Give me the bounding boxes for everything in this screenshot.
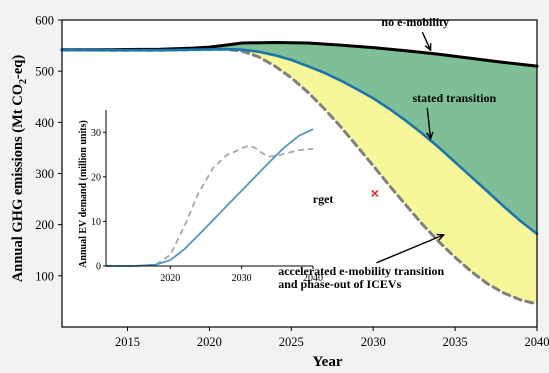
x-tick-label-2: 2025 xyxy=(279,335,304,349)
y-tick-label-3: 400 xyxy=(35,116,54,130)
annotation-4: and phase-out of ICEVs xyxy=(278,277,401,291)
annotation-1: stated transition xyxy=(413,91,497,105)
inset-x-tick-label-2: 2040 xyxy=(303,273,323,284)
inset-y-tick-label-0: 0 xyxy=(96,262,101,273)
y-tick-label-0: 100 xyxy=(35,269,54,283)
x-tick-label-1: 2020 xyxy=(197,335,222,349)
y-axis-label-main: Annual GHG emissions (Mt CO xyxy=(10,84,26,282)
inset-x-tick-label-0: 2020 xyxy=(160,273,180,284)
x-tick-label-5: 2040 xyxy=(525,335,549,349)
inset-plot-area xyxy=(106,110,313,266)
y-tick-label-2: 300 xyxy=(35,167,54,181)
y-tick-label-5: 600 xyxy=(35,14,54,28)
inset-x-tick-label-1: 2030 xyxy=(232,273,252,284)
y-axis-label-tail: -eq) xyxy=(10,55,26,79)
annotation-0: no e-mobility xyxy=(381,15,449,29)
y-tick-label-1: 200 xyxy=(35,218,54,232)
y-tick-label-4: 500 xyxy=(35,65,54,79)
x-tick-label-4: 2035 xyxy=(443,335,468,349)
x-tick-label-0: 2015 xyxy=(115,335,140,349)
inset-y-tick-label-2: 20 xyxy=(91,172,101,183)
x-tick-label-3: 2030 xyxy=(361,335,386,349)
inset-y-tick-label-3: 30 xyxy=(91,128,101,139)
inset-y-axis-label: Annual EV demand (million units) xyxy=(78,120,89,268)
x-axis-label: Year xyxy=(313,354,343,368)
inset-y-tick-label-1: 10 xyxy=(91,217,101,228)
